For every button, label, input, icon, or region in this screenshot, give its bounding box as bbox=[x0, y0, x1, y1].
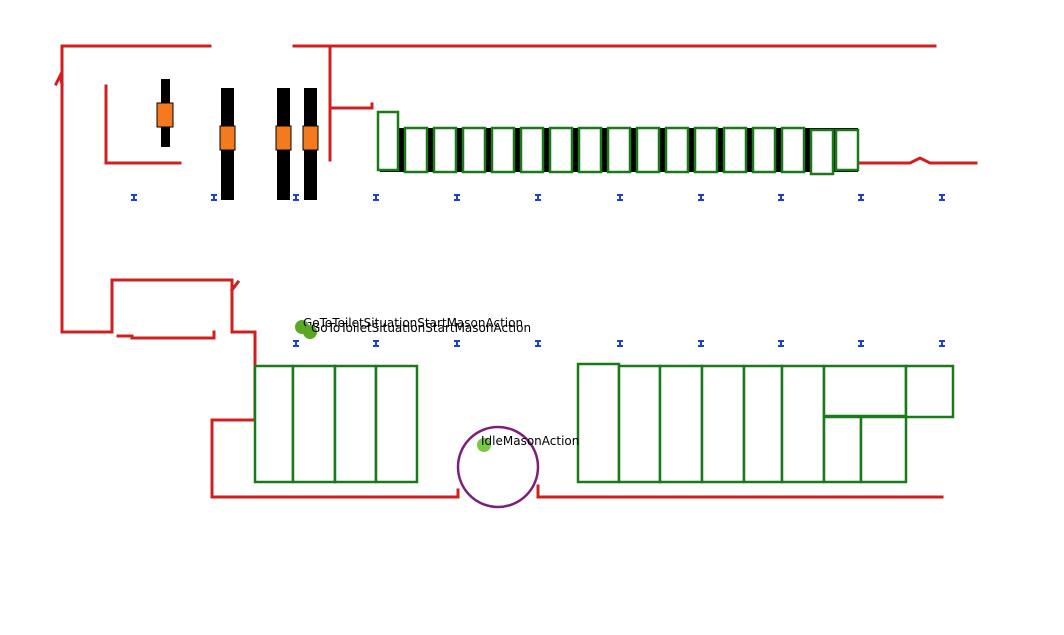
upper-shelf-row bbox=[376, 110, 860, 176]
shelf-cell bbox=[617, 364, 662, 484]
agent-label: IdleMasonAction bbox=[481, 434, 579, 448]
shelf-cell bbox=[780, 364, 826, 484]
shelf-cell bbox=[834, 128, 860, 172]
waypoint-marker-icon bbox=[211, 194, 217, 201]
waypoint-markers-middle bbox=[293, 340, 945, 347]
shelf-cell bbox=[432, 126, 458, 174]
shelf-cell bbox=[693, 126, 719, 174]
shelf-cell bbox=[461, 126, 487, 174]
agent-2[interactable]: IdleMasonAction bbox=[477, 434, 579, 452]
wall-alcove-notch bbox=[229, 279, 241, 293]
wall-inner-left bbox=[104, 84, 182, 165]
walls bbox=[53, 44, 978, 499]
shelf-cell bbox=[376, 110, 400, 172]
shelf-cell bbox=[904, 364, 955, 419]
wall-notch-left bbox=[53, 71, 64, 87]
waypoint-marker-icon bbox=[617, 194, 623, 201]
shelf-cell bbox=[664, 126, 690, 174]
scaffold-poles bbox=[156, 79, 319, 200]
shelf-cell bbox=[742, 364, 784, 484]
waypoint-marker-icon bbox=[535, 194, 541, 201]
agent-label: GoToToiletSituationStartMasonAction bbox=[311, 321, 531, 335]
shelf-cell bbox=[859, 415, 908, 484]
lower-right-shelf-block bbox=[576, 362, 955, 484]
wall-divider-branch bbox=[328, 102, 374, 110]
waypoint-marker-icon bbox=[293, 340, 299, 347]
waypoint-marker-icon bbox=[778, 340, 784, 347]
shelf-cell bbox=[722, 126, 748, 174]
shelf-cell bbox=[333, 364, 378, 484]
shelf-cell bbox=[751, 126, 777, 174]
shelf-cell bbox=[576, 362, 621, 484]
agent-dot-icon[interactable] bbox=[477, 438, 491, 452]
wall-alcove-bottom bbox=[116, 330, 216, 340]
agent-label: GoToToiletSituationStartMasonAction bbox=[303, 316, 523, 330]
shelf-cell bbox=[253, 364, 295, 484]
waypoint-marker-icon bbox=[454, 194, 460, 201]
waypoint-marker-icon bbox=[858, 194, 864, 201]
waypoint-markers-top bbox=[131, 194, 945, 201]
shelf-cell bbox=[700, 364, 746, 484]
waypoint-marker-icon bbox=[858, 340, 864, 347]
wall-bottom-left bbox=[210, 418, 460, 499]
waypoint-marker-icon bbox=[617, 340, 623, 347]
wall-right-stub bbox=[856, 156, 978, 165]
shelf-cell bbox=[606, 126, 632, 174]
shelf-cell bbox=[658, 364, 704, 484]
shelf-cell bbox=[822, 364, 908, 418]
orange-block bbox=[219, 125, 236, 151]
lower-left-shelf-block bbox=[253, 364, 419, 484]
waypoint-marker-icon bbox=[939, 340, 945, 347]
waypoint-marker-icon bbox=[131, 194, 137, 201]
shelf-cell bbox=[403, 126, 429, 174]
waypoint-marker-icon bbox=[535, 340, 541, 347]
shelf-cell bbox=[809, 128, 835, 176]
waypoint-marker-icon bbox=[293, 194, 299, 201]
shelf-cell bbox=[577, 126, 603, 174]
waypoint-marker-icon bbox=[454, 340, 460, 347]
shelf-cell bbox=[490, 126, 516, 174]
waypoint-marker-icon bbox=[698, 340, 704, 347]
waypoint-marker-icon bbox=[778, 194, 784, 201]
shelf-cell bbox=[635, 126, 661, 174]
orange-block bbox=[302, 125, 319, 151]
agent-dot-icon[interactable] bbox=[303, 325, 317, 339]
waypoint-marker-icon bbox=[373, 340, 379, 347]
wall-bottom-right bbox=[536, 484, 944, 499]
wall-top-left bbox=[60, 44, 212, 334]
shelf-cell bbox=[822, 415, 863, 484]
agent-1[interactable]: GoToToiletSituationStartMasonAction bbox=[303, 321, 531, 339]
shelf-cell bbox=[291, 364, 337, 484]
shelf-cell bbox=[548, 126, 574, 174]
shelf-cell bbox=[780, 126, 806, 174]
waypoint-marker-icon bbox=[373, 194, 379, 201]
orange-block bbox=[275, 125, 292, 151]
waypoint-marker-icon bbox=[939, 194, 945, 201]
shelf-cell bbox=[519, 126, 545, 174]
orange-block bbox=[156, 102, 174, 128]
waypoint-marker-icon bbox=[698, 194, 704, 201]
shelf-cell bbox=[374, 364, 419, 484]
spawn-ring bbox=[456, 425, 540, 509]
wall-alcove bbox=[110, 278, 257, 422]
